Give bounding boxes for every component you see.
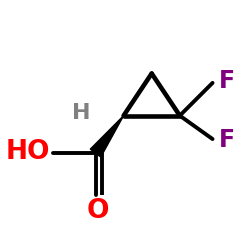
Text: F: F bbox=[218, 128, 234, 152]
Text: HO: HO bbox=[6, 139, 50, 165]
Text: F: F bbox=[218, 68, 234, 92]
Polygon shape bbox=[90, 116, 124, 157]
Text: O: O bbox=[87, 198, 109, 224]
Text: H: H bbox=[72, 103, 91, 123]
